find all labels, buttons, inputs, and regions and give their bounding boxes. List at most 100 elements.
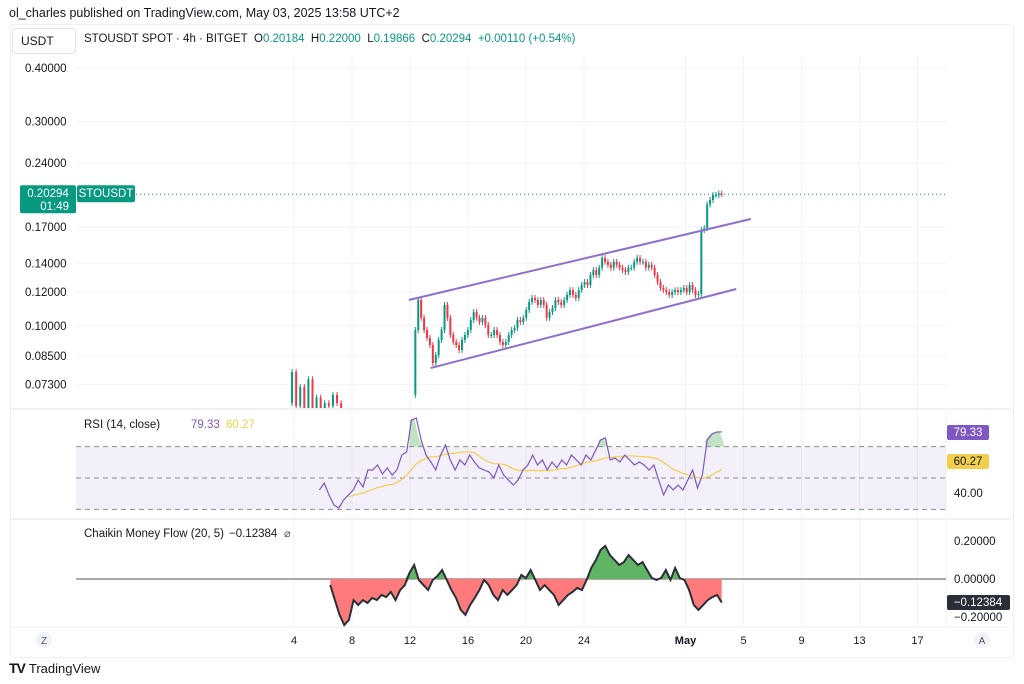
candle-down bbox=[519, 319, 522, 322]
price-tick-label: 0.07300 bbox=[25, 379, 67, 391]
candle-up bbox=[554, 300, 557, 308]
candle-down bbox=[676, 290, 679, 293]
candle-down bbox=[571, 290, 574, 295]
price-pane bbox=[136, 190, 946, 408]
date-tick-label: 4 bbox=[291, 635, 297, 647]
candle-up bbox=[493, 329, 496, 336]
date-tick-label: 5 bbox=[740, 635, 746, 647]
candle-up bbox=[601, 257, 604, 268]
candle-down bbox=[694, 290, 697, 295]
high-value: 0.22000 bbox=[319, 33, 361, 45]
candle-up bbox=[525, 309, 528, 318]
date-tick-label: 12 bbox=[404, 635, 416, 647]
rsi-ma-tag-label: 60.27 bbox=[954, 456, 983, 468]
candle-down bbox=[586, 281, 589, 285]
rsi-value-tag-label: 79.33 bbox=[954, 427, 983, 439]
candle-down bbox=[609, 264, 612, 268]
tradingview-logo[interactable]: TV TradingView bbox=[9, 660, 100, 676]
publish-info: ol_charles published on TradingView.com,… bbox=[9, 6, 400, 20]
rsi-pane: RSI (14, close) 79.33 60.27 bbox=[76, 417, 946, 510]
auto-scale-button[interactable] bbox=[974, 632, 990, 648]
candle-down bbox=[656, 274, 659, 282]
rsi-axis-label: 40.00 bbox=[954, 488, 983, 500]
rsi-value-legend: 79.33 bbox=[191, 419, 220, 431]
candle-down bbox=[650, 264, 653, 268]
candle-down bbox=[423, 317, 426, 330]
candle-up bbox=[531, 297, 534, 302]
symbol-tag bbox=[77, 185, 135, 203]
symbol-button[interactable]: USDT bbox=[12, 28, 76, 54]
candle-up bbox=[563, 300, 566, 305]
candle-up bbox=[569, 290, 572, 295]
legend-title: STOUSDT SPOT · 4h · BITGET bbox=[84, 33, 248, 45]
channel-trendline bbox=[408, 218, 751, 301]
candle-down bbox=[498, 335, 501, 342]
price-tick-label: 0.40000 bbox=[25, 63, 67, 75]
price-tag bbox=[20, 185, 76, 214]
candle-down bbox=[644, 261, 647, 268]
price-tick-label: 0.24000 bbox=[25, 158, 67, 170]
candle-up bbox=[414, 329, 417, 395]
candle-up bbox=[633, 261, 636, 268]
candle-up bbox=[434, 354, 437, 363]
rsi-line bbox=[318, 417, 722, 509]
symbol-legend: STOUSDT SPOT · 4h · BITGET O0.20184 H0.2… bbox=[84, 33, 575, 45]
candle-down bbox=[621, 267, 624, 271]
candle-up bbox=[463, 335, 466, 340]
reset-zoom-button[interactable] bbox=[36, 632, 52, 648]
candle-down bbox=[340, 403, 343, 408]
candle-up bbox=[469, 319, 472, 330]
rsi-value-tag bbox=[947, 425, 989, 440]
candle-up bbox=[709, 200, 712, 205]
date-tick-label: 13 bbox=[853, 635, 865, 647]
candle-down bbox=[431, 345, 434, 363]
axes: 4 8 12 16 20 24 May 5 9 13 17 0.40000 0.30000 0.24000… bbox=[20, 63, 1010, 648]
candle-up bbox=[466, 329, 469, 336]
rsi-ma-tag bbox=[947, 454, 989, 469]
candle-down bbox=[595, 270, 598, 275]
candle-up bbox=[299, 386, 302, 406]
price-tick-label: 0.10000 bbox=[25, 321, 67, 333]
candle-up bbox=[647, 264, 650, 268]
candle-up bbox=[641, 261, 644, 263]
candle-down bbox=[455, 341, 458, 346]
candle-down bbox=[327, 403, 330, 406]
candle-up bbox=[291, 372, 294, 404]
chart-frame bbox=[10, 24, 1014, 658]
price-tag-value: 0.20294 bbox=[27, 188, 69, 200]
candle-up bbox=[516, 319, 519, 328]
candle-up bbox=[437, 339, 440, 355]
candle-down bbox=[624, 270, 627, 272]
date-tick-label: 9 bbox=[798, 635, 804, 647]
price-tick-label: 0.12000 bbox=[25, 287, 67, 299]
cmf-value-legend: −0.12384 bbox=[229, 528, 278, 540]
change-value: +0.00110 (+0.54%) bbox=[477, 33, 576, 45]
candle-up bbox=[717, 193, 720, 196]
candle-up bbox=[711, 195, 714, 201]
cmf-line bbox=[329, 544, 723, 627]
candle-up bbox=[513, 327, 516, 330]
rsi-overbought-fill bbox=[409, 418, 725, 447]
candle-up bbox=[688, 284, 691, 293]
candle-up bbox=[636, 257, 639, 262]
candle-up bbox=[679, 290, 682, 293]
date-tick-label: 20 bbox=[520, 635, 532, 647]
date-tick-label: 24 bbox=[578, 635, 590, 647]
candle-up bbox=[490, 335, 493, 337]
candle-down bbox=[659, 281, 662, 288]
low-label: L bbox=[367, 33, 374, 45]
candle-up bbox=[510, 329, 513, 336]
candle-down bbox=[542, 300, 545, 305]
candle-up bbox=[507, 335, 510, 342]
candle-down bbox=[618, 264, 621, 268]
candle-down bbox=[615, 261, 618, 265]
auto-scale-button-label: A bbox=[979, 636, 986, 647]
candle-down bbox=[336, 394, 339, 404]
cmf-axis-label: 0.20000 bbox=[954, 536, 996, 548]
date-tick-label: May bbox=[675, 635, 697, 647]
candle-down bbox=[458, 345, 461, 351]
candle-up bbox=[674, 290, 677, 293]
candle-down bbox=[501, 341, 504, 346]
price-tick-label: 0.08500 bbox=[25, 351, 67, 363]
